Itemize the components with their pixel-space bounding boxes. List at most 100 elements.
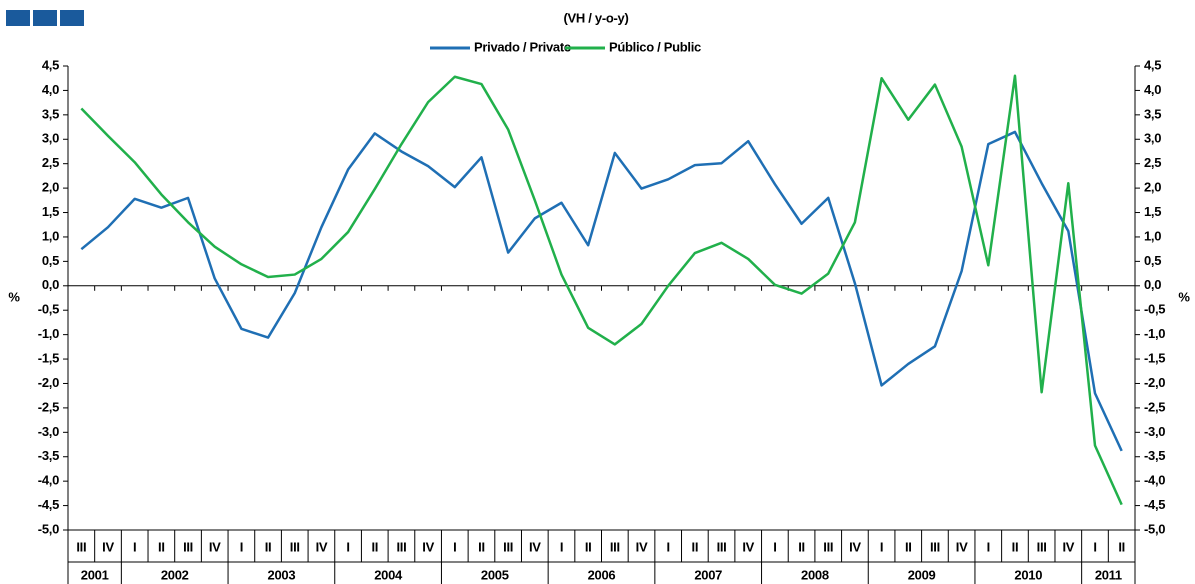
y2-tick-label: -4,5 bbox=[1144, 497, 1165, 512]
x-tick-label: I bbox=[1093, 539, 1096, 554]
x-tick-label: IV bbox=[1062, 539, 1074, 554]
y2-tick-label: 0,0 bbox=[1144, 277, 1161, 292]
x-tick-label: IV bbox=[636, 539, 648, 554]
x-tick-label: III bbox=[183, 539, 193, 554]
y-tick-label: 2,0 bbox=[42, 180, 59, 195]
y2-tick-label: -1,5 bbox=[1144, 350, 1165, 365]
x-tick-label: II bbox=[798, 539, 805, 554]
y2-tick-label: 1,0 bbox=[1144, 228, 1161, 243]
chart-title: (VH / y-o-y) bbox=[563, 10, 628, 25]
icon bbox=[60, 10, 84, 26]
y-tick-label: 0,0 bbox=[42, 277, 59, 292]
y-tick-label: 3,5 bbox=[42, 106, 59, 121]
x-tick-label: II bbox=[1012, 539, 1019, 554]
year-label: 2001 bbox=[81, 567, 109, 582]
x-tick-label: I bbox=[880, 539, 883, 554]
year-label: 2006 bbox=[588, 567, 616, 582]
y-tick-label: 2,5 bbox=[42, 155, 59, 170]
y2-tick-label: 4,5 bbox=[1144, 57, 1161, 72]
y2-tick-label: -2,5 bbox=[1144, 399, 1165, 414]
legend-label: Público / Public bbox=[609, 39, 701, 54]
series-line bbox=[80, 74, 1123, 506]
y-tick-label: -4,0 bbox=[38, 473, 59, 488]
x-tick-label: III bbox=[503, 539, 513, 554]
y-tick-label: 4,0 bbox=[42, 82, 59, 97]
x-tick-label: IV bbox=[209, 539, 221, 554]
y-tick-label: -3,5 bbox=[38, 448, 59, 463]
y-tick-label: -0,5 bbox=[38, 302, 59, 317]
x-tick-label: IV bbox=[849, 539, 861, 554]
toolbar-icons bbox=[6, 10, 84, 26]
year-label: 2005 bbox=[481, 567, 509, 582]
x-tick-label: III bbox=[1037, 539, 1047, 554]
y2-tick-label: -5,0 bbox=[1144, 521, 1165, 536]
x-tick-label: I bbox=[987, 539, 990, 554]
year-label: 2009 bbox=[908, 567, 936, 582]
x-tick-label: I bbox=[133, 539, 136, 554]
year-label: 2011 bbox=[1095, 567, 1122, 582]
y2-tick-label: 2,0 bbox=[1144, 180, 1161, 195]
y2-tick-label: 3,5 bbox=[1144, 106, 1161, 121]
x-tick-label: II bbox=[585, 539, 592, 554]
x-tick-label: II bbox=[905, 539, 912, 554]
x-tick-label: IV bbox=[529, 539, 541, 554]
y2-tick-label: -1,0 bbox=[1144, 326, 1165, 341]
y2-tick-label: -2,0 bbox=[1144, 375, 1165, 390]
year-label: 2004 bbox=[374, 567, 403, 582]
x-tick-label: II bbox=[158, 539, 165, 554]
x-tick-label: II bbox=[265, 539, 272, 554]
y2-tick-label: 4,0 bbox=[1144, 82, 1161, 97]
y-tick-label: -1,0 bbox=[38, 326, 59, 341]
x-tick-label: III bbox=[610, 539, 620, 554]
x-tick-label: II bbox=[692, 539, 699, 554]
x-tick-label: I bbox=[346, 539, 349, 554]
x-tick-label: I bbox=[240, 539, 243, 554]
y-tick-label: 4,5 bbox=[42, 57, 59, 72]
y2-axis-label: % bbox=[1178, 289, 1190, 304]
year-label: 2002 bbox=[161, 567, 189, 582]
year-label: 2008 bbox=[801, 567, 829, 582]
y-tick-label: -4,5 bbox=[38, 497, 59, 512]
y2-tick-label: 3,0 bbox=[1144, 131, 1161, 146]
year-label: 2010 bbox=[1014, 567, 1042, 582]
y-tick-label: 1,0 bbox=[42, 228, 59, 243]
y-tick-label: 3,0 bbox=[42, 131, 59, 146]
y-tick-label: -5,0 bbox=[38, 521, 59, 536]
y-tick-label: -2,5 bbox=[38, 399, 59, 414]
x-tick-label: IV bbox=[956, 539, 968, 554]
year-label: 2003 bbox=[268, 567, 296, 582]
x-tick-label: III bbox=[930, 539, 940, 554]
y-tick-label: -1,5 bbox=[38, 350, 59, 365]
y2-tick-label: -0,5 bbox=[1144, 302, 1165, 317]
x-tick-label: I bbox=[453, 539, 456, 554]
x-tick-label: III bbox=[717, 539, 727, 554]
x-tick-label: III bbox=[290, 539, 300, 554]
y2-tick-label: -4,0 bbox=[1144, 473, 1165, 488]
icon bbox=[33, 10, 57, 26]
x-tick-label: III bbox=[396, 539, 406, 554]
x-tick-label: III bbox=[823, 539, 833, 554]
y2-tick-label: 1,5 bbox=[1144, 204, 1161, 219]
x-tick-label: II bbox=[371, 539, 378, 554]
legend-label: Privado / Private bbox=[474, 39, 571, 54]
y-tick-label: 0,5 bbox=[42, 253, 59, 268]
y2-tick-label: 0,5 bbox=[1144, 253, 1161, 268]
x-tick-label: I bbox=[773, 539, 776, 554]
y-axis-label: % bbox=[8, 289, 20, 304]
x-tick-label: I bbox=[560, 539, 563, 554]
series-line bbox=[80, 130, 1123, 452]
x-tick-label: I bbox=[667, 539, 670, 554]
y-tick-label: -3,0 bbox=[38, 424, 59, 439]
y2-tick-label: -3,0 bbox=[1144, 424, 1165, 439]
x-tick-label: III bbox=[76, 539, 86, 554]
x-tick-label: IV bbox=[422, 539, 434, 554]
y2-tick-label: 2,5 bbox=[1144, 155, 1161, 170]
x-tick-label: IV bbox=[742, 539, 754, 554]
x-tick-label: IV bbox=[316, 539, 328, 554]
year-label: 2007 bbox=[694, 567, 722, 582]
icon bbox=[6, 10, 30, 26]
x-tick-label: II bbox=[478, 539, 485, 554]
x-tick-label: IV bbox=[102, 539, 114, 554]
y2-tick-label: -3,5 bbox=[1144, 448, 1165, 463]
